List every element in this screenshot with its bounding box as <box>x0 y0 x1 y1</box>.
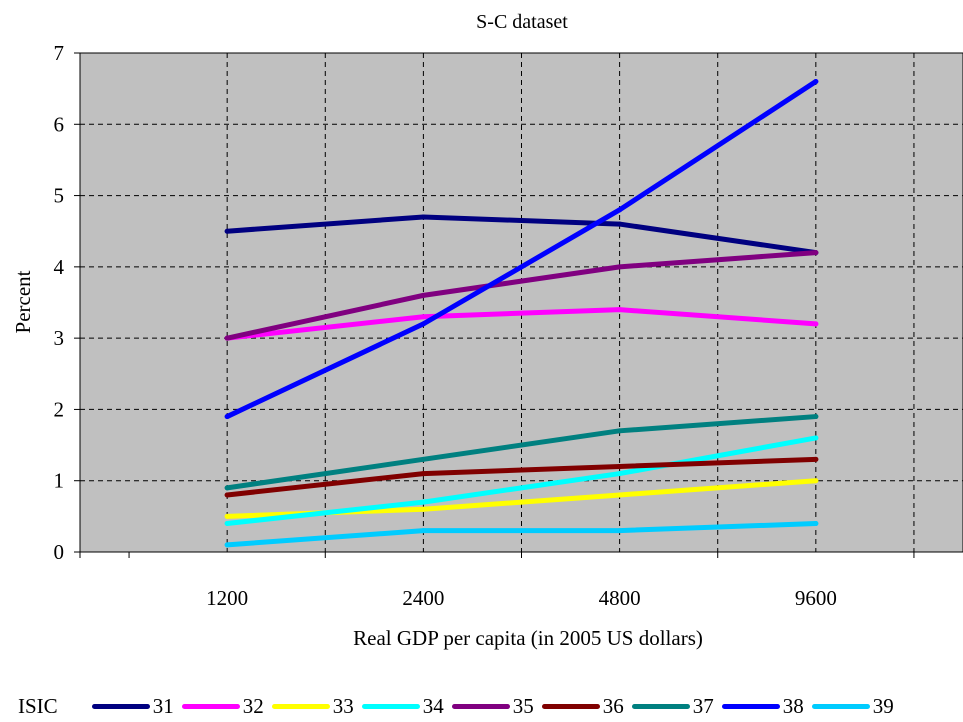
y-tick-label: 2 <box>54 397 65 421</box>
x-tick-label: 2400 <box>402 586 444 610</box>
series-line-35 <box>224 250 819 341</box>
y-tick-label: 4 <box>54 255 65 279</box>
data-point-34-1200 <box>224 520 230 526</box>
legend-item-34: 34 <box>361 693 444 719</box>
y-axis-label: Percent <box>11 270 35 333</box>
series-line-32 <box>224 307 819 341</box>
data-point-38-9600 <box>813 79 819 85</box>
series-line-37 <box>224 414 819 491</box>
line-chart: S-C dataset 0 1 2 3 4 5 6 7 1200 2400 4800 9600 Pe… <box>11 11 963 650</box>
data-point-36-4800 <box>617 463 623 469</box>
y-tick-label: 5 <box>54 184 65 208</box>
data-point-31-2400 <box>420 214 426 220</box>
legend-label: 31 <box>152 693 174 718</box>
chart-title: S-C dataset <box>476 11 568 33</box>
legend-label: 39 <box>872 693 894 718</box>
data-point-32-4800 <box>617 307 623 313</box>
y-tick-label: 0 <box>54 540 65 564</box>
axes <box>74 52 963 558</box>
data-point-39-4800 <box>617 528 623 534</box>
data-point-38-4800 <box>617 207 623 213</box>
y-tick-labels: 0 1 2 3 4 5 6 7 <box>54 41 65 564</box>
legend-swatch <box>721 703 780 709</box>
legend-swatch <box>181 703 240 709</box>
legend-swatch <box>541 703 600 709</box>
data-point-39-1200 <box>224 542 230 548</box>
legend-item-33: 33 <box>271 693 354 719</box>
x-axis-label: Real GDP per capita (in 2005 US dollars) <box>353 626 703 650</box>
data-point-32-2400 <box>420 314 426 320</box>
data-point-32-9600 <box>813 321 819 327</box>
legend-item-32: 32 <box>181 693 264 719</box>
data-point-35-2400 <box>420 292 426 298</box>
legend-label: 38 <box>782 693 804 718</box>
legend-swatch <box>271 703 330 709</box>
legend-item-36: 36 <box>541 693 624 719</box>
x-tick-label: 4800 <box>599 586 641 610</box>
series-line-34 <box>224 435 819 526</box>
legend-swatch <box>631 703 690 709</box>
series-line-31 <box>224 214 819 256</box>
data-point-35-9600 <box>813 250 819 256</box>
legend-label: 35 <box>512 693 534 718</box>
data-point-33-4800 <box>617 492 623 498</box>
series-lines <box>224 79 819 548</box>
series-line-39 <box>224 520 819 548</box>
data-point-37-1200 <box>224 485 230 491</box>
data-point-38-1200 <box>224 414 230 420</box>
legend-items: 31 32 33 34 35 36 37 38 39 <box>91 693 902 719</box>
data-point-37-9600 <box>813 414 819 420</box>
data-point-35-1200 <box>224 335 230 341</box>
data-point-35-4800 <box>617 264 623 270</box>
series-line-38 <box>224 79 819 420</box>
data-point-38-2400 <box>420 321 426 327</box>
legend-label: 34 <box>422 693 444 718</box>
data-point-37-4800 <box>617 428 623 434</box>
x-tick-labels: 1200 2400 4800 9600 <box>206 586 837 610</box>
x-tick-label: 9600 <box>795 586 837 610</box>
legend-item-39: 39 <box>811 693 894 719</box>
data-point-34-4800 <box>617 471 623 477</box>
legend-swatch <box>811 703 870 709</box>
legend-swatch <box>361 703 420 709</box>
legend-swatch <box>451 703 510 709</box>
legend-title: ISIC <box>18 693 58 718</box>
legend-swatch <box>91 703 150 709</box>
data-point-33-1200 <box>224 513 230 519</box>
y-tick-label: 7 <box>54 41 65 65</box>
x-tick-label: 1200 <box>206 586 248 610</box>
data-point-36-1200 <box>224 492 230 498</box>
data-point-34-9600 <box>813 435 819 441</box>
legend-label: 33 <box>332 693 354 718</box>
legend-item-31: 31 <box>91 693 174 719</box>
legend: ISIC 31 32 33 34 35 36 37 38 39 <box>18 693 902 719</box>
series-line-36 <box>224 456 819 498</box>
y-tick-label: 6 <box>54 112 65 136</box>
data-point-36-2400 <box>420 471 426 477</box>
data-point-39-9600 <box>813 520 819 526</box>
legend-label: 36 <box>602 693 624 718</box>
data-point-33-9600 <box>813 478 819 484</box>
data-point-34-2400 <box>420 499 426 505</box>
data-point-36-9600 <box>813 456 819 462</box>
y-tick-label: 1 <box>54 469 65 493</box>
y-tick-label: 3 <box>54 326 65 350</box>
data-point-39-2400 <box>420 528 426 534</box>
legend-item-37: 37 <box>631 693 714 719</box>
data-point-31-4800 <box>617 221 623 227</box>
legend-item-35: 35 <box>451 693 534 719</box>
data-point-33-2400 <box>420 506 426 512</box>
data-point-31-1200 <box>224 228 230 234</box>
legend-label: 37 <box>692 693 714 718</box>
legend-item-38: 38 <box>721 693 804 719</box>
legend-label: 32 <box>242 693 264 718</box>
data-point-37-2400 <box>420 456 426 462</box>
